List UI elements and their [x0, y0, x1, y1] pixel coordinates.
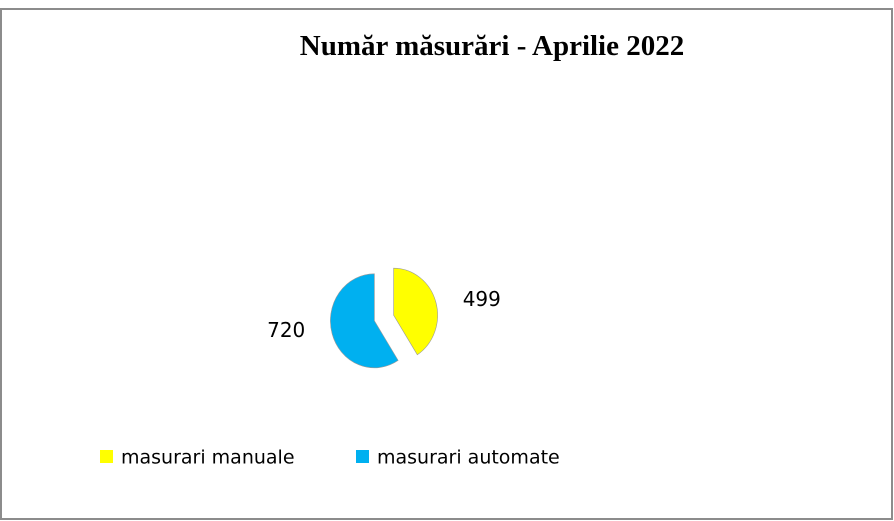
legend-swatch	[100, 450, 113, 463]
pie-slice	[330, 273, 399, 369]
legend-label: masurari automate	[377, 447, 560, 469]
legend-label: masurari manuale	[121, 447, 295, 469]
legend-swatch	[356, 450, 369, 463]
data-label: 499	[463, 287, 501, 311]
data-label: 720	[267, 318, 305, 342]
pie-slice	[393, 267, 438, 356]
chart-title: Număr măsurări - Aprilie 2022	[300, 30, 685, 62]
chart-border	[0, 8, 893, 520]
